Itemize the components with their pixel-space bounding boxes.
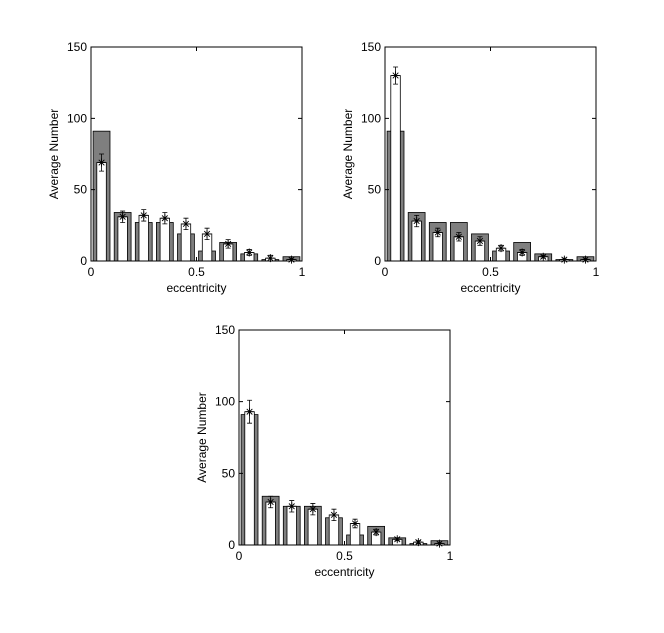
star-marker (412, 217, 421, 226)
star-marker (581, 255, 590, 264)
star-marker (266, 498, 275, 506)
star-marker (245, 248, 254, 257)
x-tick-label: 1 (447, 549, 454, 563)
x-axis-label: eccentricity (314, 565, 374, 579)
y-tick-label: 100 (361, 111, 381, 125)
x-tick-label: 0 (236, 549, 243, 563)
y-tick-label: 100 (67, 111, 87, 125)
bar (265, 501, 276, 546)
star-marker (351, 519, 360, 528)
star-marker (245, 407, 254, 416)
x-tick-label: 0 (382, 265, 389, 279)
x-axis-label: eccentricity (166, 281, 226, 295)
bar (244, 411, 255, 546)
x-tick-label: 1 (299, 265, 306, 279)
bar (138, 214, 149, 262)
star-marker (118, 212, 127, 221)
star-marker (433, 228, 442, 237)
y-tick-label: 150 (215, 323, 235, 337)
y-axis-label: Average Number (195, 392, 209, 483)
star-marker (391, 71, 400, 80)
star-marker (181, 219, 190, 228)
x-tick-label: 0.5 (482, 265, 499, 279)
bar (117, 216, 128, 262)
x-tick-label: 0.5 (336, 549, 353, 563)
star-marker (308, 505, 317, 514)
star-marker (372, 528, 381, 537)
panel: 0 0.5 1 0 50 100 150 eccentricity Average Number (47, 40, 306, 295)
y-tick-label: 150 (361, 40, 381, 54)
y-tick-label: 50 (368, 183, 382, 197)
x-tick-label: 0 (88, 265, 95, 279)
x-tick-label: 1 (593, 265, 600, 279)
y-axis-label: Average Number (341, 109, 355, 200)
panel: 0 0.5 1 0 50 100 150 eccentricity Average Number (341, 40, 600, 295)
star-marker (539, 252, 548, 261)
star-marker (475, 237, 484, 246)
y-tick-label: 100 (215, 395, 235, 409)
y-tick-label: 150 (67, 40, 87, 54)
star-marker (97, 158, 106, 167)
x-axis-label: eccentricity (460, 281, 520, 295)
y-tick-label: 0 (80, 254, 87, 268)
star-marker (518, 248, 527, 257)
star-marker (497, 244, 506, 253)
star-marker (203, 229, 212, 238)
star-marker (329, 510, 338, 519)
y-axis-label: Average Number (47, 109, 61, 200)
y-tick-label: 50 (222, 466, 236, 480)
star-marker (560, 255, 569, 264)
star-marker (393, 535, 402, 544)
y-tick-label: 0 (228, 538, 235, 552)
star-marker (224, 239, 233, 248)
star-marker (414, 538, 423, 547)
bar (96, 162, 107, 262)
y-tick-label: 50 (74, 183, 88, 197)
star-marker (266, 254, 275, 263)
y-tick-label: 0 (374, 254, 381, 268)
panel: 0 0.5 1 0 50 100 150 eccentricity Average Number (195, 323, 454, 579)
star-marker (160, 214, 169, 223)
star-marker (454, 232, 463, 241)
star-marker (139, 211, 148, 220)
bar (159, 217, 170, 262)
star-marker (435, 539, 444, 548)
x-tick-label: 0.5 (188, 265, 205, 279)
star-marker (287, 255, 296, 264)
star-marker (287, 502, 296, 511)
bar (390, 75, 401, 262)
